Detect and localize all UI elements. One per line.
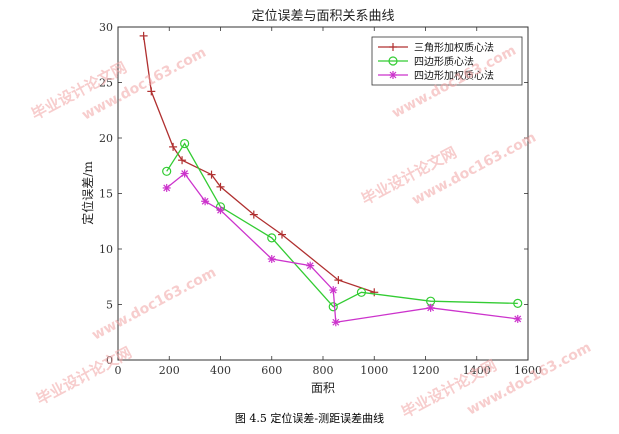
- data-point-series-3: [331, 318, 340, 327]
- x-tick-label: 200: [159, 364, 180, 377]
- y-tick-label: 10: [99, 243, 113, 256]
- data-point-series-1: [178, 156, 187, 165]
- data-point-series-3: [513, 314, 522, 323]
- x-tick-label: 1200: [412, 364, 440, 377]
- data-point-series-1: [207, 170, 216, 179]
- data-point-series-2: [267, 233, 277, 243]
- y-tick-label: 15: [99, 188, 113, 201]
- legend-marker-3: [389, 71, 397, 79]
- y-tick-label: 30: [99, 21, 113, 34]
- y-axis-label: 定位误差/m: [80, 161, 95, 225]
- data-point-series-1: [370, 288, 379, 297]
- data-point-series-3: [201, 197, 210, 206]
- axis-ticks: 0 200 400 600 800 1000 1200 1400 1600 0 5 10 15 20 25 3…: [99, 21, 542, 377]
- series-layer: [139, 31, 523, 327]
- data-point-series-3: [162, 183, 171, 192]
- y-tick-label: 5: [106, 299, 113, 312]
- data-point-series-3: [216, 206, 225, 215]
- data-point-series-3: [306, 261, 315, 270]
- data-point-series-2: [162, 166, 172, 176]
- x-tick-label: 0: [115, 364, 122, 377]
- series-line-1: [142, 35, 375, 293]
- y-tick-label: 25: [99, 77, 113, 90]
- data-point-series-1: [249, 210, 258, 219]
- data-point-series-3: [426, 303, 435, 312]
- data-point-series-3: [329, 286, 338, 295]
- legend-marker-1: [389, 43, 397, 51]
- data-point-series-1: [147, 87, 156, 96]
- data-point-series-1: [139, 31, 148, 40]
- series-line-3: [166, 172, 518, 324]
- data-point-series-2: [513, 298, 523, 308]
- legend-marker-2: [388, 56, 398, 66]
- data-point-series-1: [216, 182, 225, 191]
- x-tick-label: 800: [313, 364, 334, 377]
- data-point-series-1: [334, 276, 343, 285]
- chart-title: 定位误差与面积关系曲线: [251, 9, 394, 24]
- y-tick-label: 20: [99, 132, 113, 145]
- legend-label-1: 三角形加权质心法: [414, 41, 494, 54]
- legend-label-2: 四边形质心法: [414, 55, 474, 68]
- data-point-series-1: [278, 230, 286, 239]
- x-axis-label: 面积: [311, 381, 335, 395]
- x-tick-label: 1400: [463, 364, 491, 377]
- data-point-series-2: [356, 287, 367, 297]
- figure-caption: 图 4.5 定位误差-测距误差曲线: [234, 412, 385, 425]
- data-point-series-1: [169, 142, 178, 151]
- x-tick-label: 600: [261, 364, 282, 377]
- y-tick-label: 0: [106, 354, 113, 367]
- data-point-series-2: [328, 302, 338, 312]
- data-point-series-3: [180, 169, 189, 178]
- data-point-series-2: [180, 138, 190, 149]
- data-point-series-3: [267, 254, 276, 263]
- x-tick-label: 1000: [360, 364, 388, 377]
- legend-label-3: 四边形加权质心法: [414, 69, 494, 82]
- x-tick-label: 400: [210, 364, 231, 377]
- x-tick-label: 1600: [514, 364, 542, 377]
- series-line-2: [166, 142, 518, 308]
